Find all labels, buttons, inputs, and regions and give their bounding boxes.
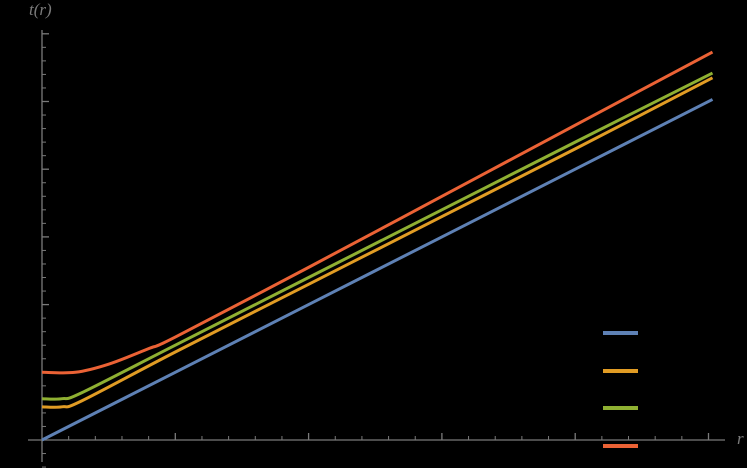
series-line-3 (41, 50, 714, 375)
legend-swatch-green (603, 406, 638, 411)
axes (28, 30, 725, 468)
legend-item (603, 352, 646, 390)
series-line-2 (41, 71, 714, 401)
series-line-1 (41, 76, 714, 409)
data-lines (41, 50, 714, 442)
legend-item (603, 427, 646, 465)
legend-item (603, 389, 646, 427)
y-axis-label: t(r) (29, 0, 52, 19)
x-axis-label: r (737, 429, 744, 448)
legend (603, 314, 646, 465)
legend-swatch-orange (603, 368, 638, 373)
series-line-0 (41, 98, 714, 442)
legend-swatch-blue (603, 330, 638, 335)
legend-swatch-red (603, 443, 638, 448)
legend-item (603, 314, 646, 352)
